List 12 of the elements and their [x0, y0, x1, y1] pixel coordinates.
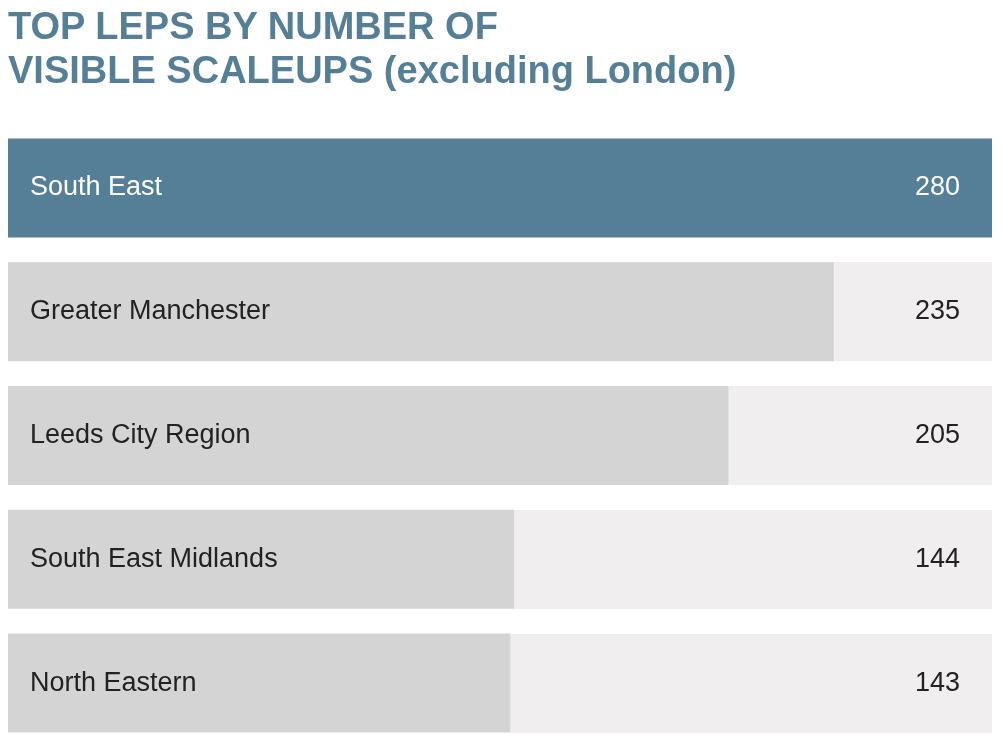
- y-tick-label: South East Midlands: [30, 542, 278, 573]
- y-tick-label: Leeds City Region: [30, 418, 251, 449]
- data-label: 280: [914, 171, 960, 202]
- data-label: 205: [914, 418, 960, 449]
- chart-title: TOP LEPS BY NUMBER OF VISIBLE SCALEUPS (excluding London): [8, 4, 737, 92]
- data-label: 235: [914, 295, 960, 326]
- y-tick-label: Greater Manchester: [30, 295, 271, 326]
- data-label: 143: [914, 666, 960, 697]
- y-tick-label: South East: [30, 171, 163, 202]
- bar: [8, 138, 992, 238]
- y-tick-label: North Eastern: [30, 666, 197, 697]
- data-label: 144: [914, 542, 960, 573]
